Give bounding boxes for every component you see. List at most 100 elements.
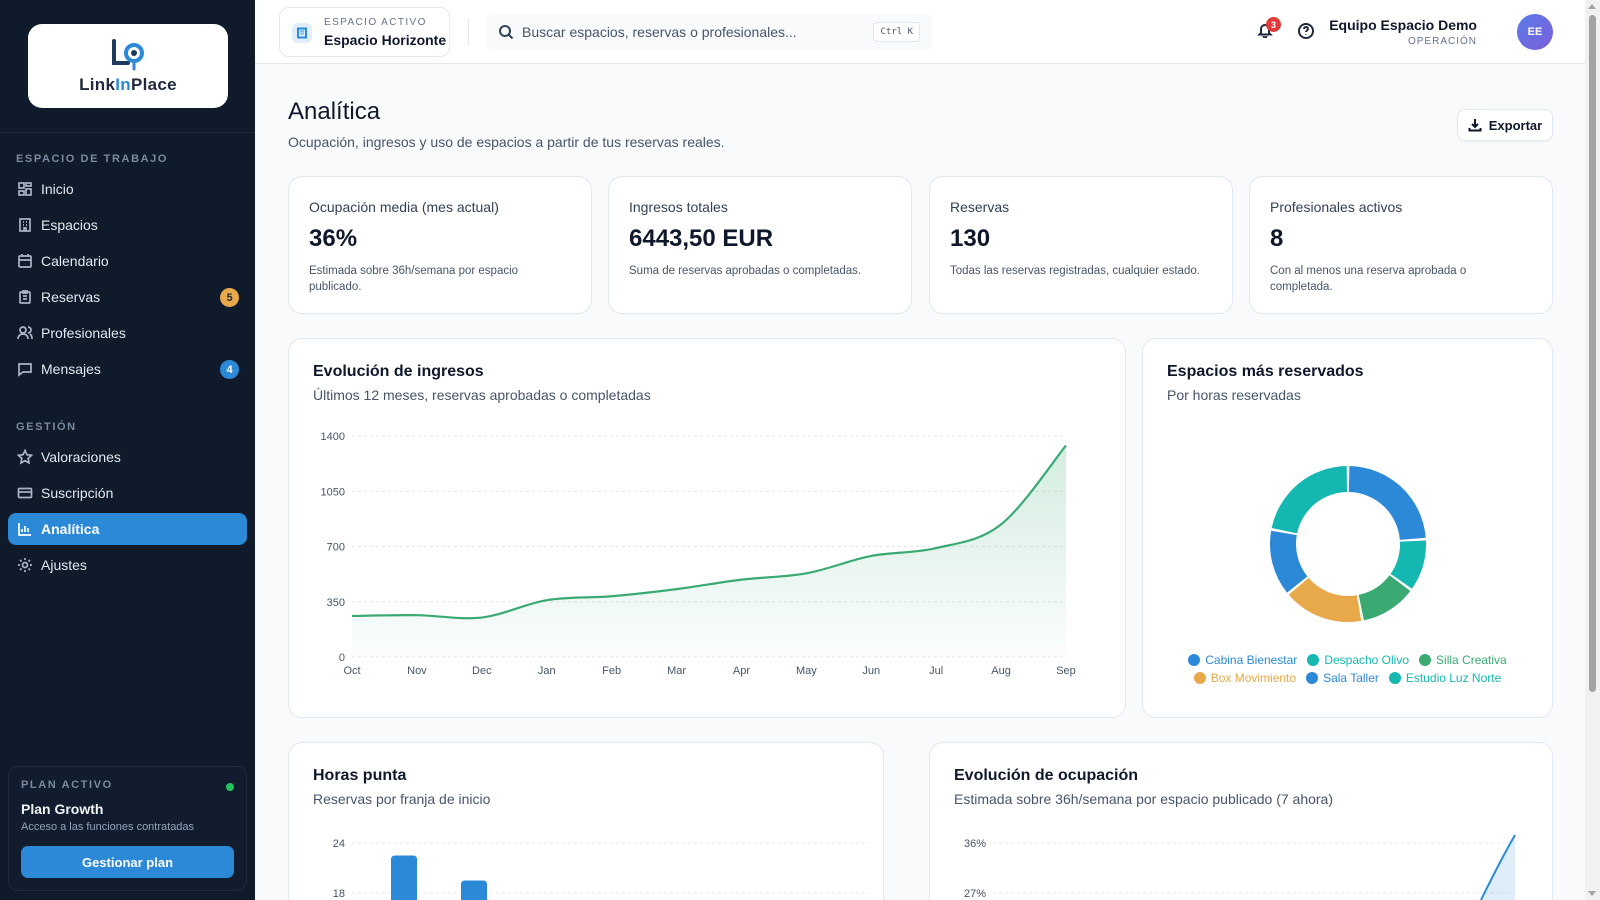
stat-description: Con al menos una reserva aprobada o comp… xyxy=(1270,265,1467,293)
donut-slice xyxy=(1390,540,1426,589)
donut-slice xyxy=(1270,530,1308,593)
legend-row: Box Movimiento Sala Taller Estudio Luz Nor… xyxy=(1143,669,1552,687)
card-subtitle: Reservas por franja de inicio xyxy=(313,791,491,807)
search-input[interactable] xyxy=(522,13,852,51)
card-title: Espacios más reservados xyxy=(1167,363,1364,380)
legend-label: Despacho Olivo xyxy=(1324,653,1410,667)
sidebar-item-label: Profesionales xyxy=(41,325,126,341)
stat-card-occupancy: Ocupación media (mes actual) 36% Estimad… xyxy=(288,176,592,314)
sidebar-divider xyxy=(0,132,255,133)
sidebar-item-espacios[interactable]: Espacios xyxy=(8,209,247,241)
stat-label: Ingresos totales xyxy=(629,199,728,215)
topbar: ESPACIO ACTIVO Espacio Horizonte Ctrl K … xyxy=(255,0,1585,64)
legend-swatch xyxy=(1388,672,1401,684)
legend-swatch xyxy=(1307,654,1320,666)
donut-slice xyxy=(1348,466,1426,540)
stat-card-revenue: Ingresos totales 6443,50 EUR Suma de res… xyxy=(608,176,912,314)
manage-plan-button[interactable]: Gestionar plan xyxy=(21,846,234,878)
sidebar-item-mensajes[interactable]: Mensajes 4 xyxy=(8,353,247,385)
export-button-label: Exportar xyxy=(1488,117,1543,133)
x-tick-label: Dec xyxy=(472,665,492,677)
card-title: Horas punta xyxy=(313,767,407,784)
legend-item[interactable]: Cabina Bienestar xyxy=(1188,651,1297,669)
stat-label: Profesionales activos xyxy=(1270,199,1403,215)
y-tick-label: 18 xyxy=(333,888,345,900)
legend-item[interactable]: Sala Taller xyxy=(1306,669,1379,687)
y-tick-label: 1050 xyxy=(321,486,345,498)
help-button[interactable] xyxy=(1297,22,1317,42)
x-tick-label: Mar xyxy=(667,665,686,677)
sidebar-item-calendario[interactable]: Calendario xyxy=(8,245,247,277)
scroll-down-arrow[interactable] xyxy=(1588,891,1596,896)
sidebar-item-ajustes[interactable]: Ajustes xyxy=(8,549,247,581)
user-name[interactable]: Equipo Espacio Demo xyxy=(1329,17,1477,33)
avatar[interactable]: EE xyxy=(1517,14,1553,50)
sidebar-item-valoraciones[interactable]: Valoraciones xyxy=(8,441,247,473)
download-icon xyxy=(1468,119,1482,132)
plan-status-dot xyxy=(226,783,234,791)
credit-card-icon xyxy=(17,487,33,499)
page-scrollbar[interactable] xyxy=(1585,0,1600,900)
sidebar-item-label: Espacios xyxy=(41,217,98,233)
card-subtitle: Últimos 12 meses, reservas aprobadas o c… xyxy=(313,387,651,403)
users-icon xyxy=(17,326,33,340)
sidebar-section-workspace: ESPACIO DE TRABAJO xyxy=(16,153,169,165)
notifications-button[interactable]: 3 xyxy=(1257,17,1281,42)
reservas-count-badge: 5 xyxy=(220,288,239,307)
revenue-area-chart: 0 350 700 1050 1400 Oct Nov Dec Jan Feb Mar Apr May J… xyxy=(321,431,1076,677)
active-space-name: Espacio Horizonte xyxy=(324,32,447,48)
legend-swatch xyxy=(1306,672,1319,684)
occupancy-chart-card: Evolución de ocupación Estimada sobre 36… xyxy=(929,742,1553,900)
plan-name: Plan Growth xyxy=(21,801,104,817)
legend-item[interactable]: Silla Creativa xyxy=(1419,651,1507,669)
help-icon xyxy=(1298,23,1314,39)
legend-label: Cabina Bienestar xyxy=(1205,653,1298,667)
logo-text: LinkInPlace xyxy=(79,75,177,94)
sidebar-item-analitica[interactable]: Analítica xyxy=(8,513,247,545)
legend-swatch xyxy=(1188,654,1201,666)
x-tick-label: Oct xyxy=(343,665,360,677)
x-tick-label: Jan xyxy=(538,665,556,677)
occupancy-area-fill xyxy=(1483,835,1515,900)
stat-description: Todas las reservas registradas, cualquie… xyxy=(950,265,1200,277)
legend-item[interactable]: Estudio Luz Norte xyxy=(1388,669,1502,687)
revenue-chart-card: Evolución de ingresos Últimos 12 meses, … xyxy=(288,338,1126,718)
building-icon xyxy=(19,218,31,232)
scroll-up-arrow[interactable] xyxy=(1588,4,1596,9)
legend-row: Cabina Bienestar Despacho Olivo Silla Crea… xyxy=(1143,651,1552,669)
card-title: Evolución de ingresos xyxy=(313,363,484,380)
sidebar-item-reservas[interactable]: Reservas 5 xyxy=(8,281,247,313)
spaces-chart-card: Espacios más reservados Por horas reserv… xyxy=(1142,338,1553,718)
sidebar-item-suscripcion[interactable]: Suscripción xyxy=(8,477,247,509)
y-tick-label: 27% xyxy=(964,888,986,900)
stat-value: 8 xyxy=(1270,225,1284,252)
legend-label: Box Movimiento xyxy=(1210,671,1297,685)
sidebar-item-profesionales[interactable]: Profesionales xyxy=(8,317,247,349)
star-icon xyxy=(17,449,33,465)
card-subtitle: Estimada sobre 36h/semana por espacio pu… xyxy=(954,791,1334,807)
stat-card-bookings: Reservas 130 Todas las reservas registra… xyxy=(929,176,1233,314)
plan-description: Acceso a las funciones contratadas xyxy=(21,821,195,833)
card-subtitle: Por horas reservadas xyxy=(1167,387,1301,403)
x-tick-label: Apr xyxy=(733,665,750,677)
export-button[interactable]: Exportar xyxy=(1457,109,1553,141)
legend-label: Sala Taller xyxy=(1323,671,1379,685)
brand-logo[interactable]: LinkInPlace xyxy=(28,24,228,108)
sidebar-section-management: GESTIÓN xyxy=(16,421,77,433)
sidebar-item-inicio[interactable]: Inicio xyxy=(8,173,247,205)
x-tick-label: Nov xyxy=(407,665,427,677)
sidebar-item-label: Suscripción xyxy=(41,485,114,501)
scroll-thumb[interactable] xyxy=(1589,15,1596,692)
y-tick-label: 0 xyxy=(339,652,345,664)
active-space-label: ESPACIO ACTIVO xyxy=(324,17,427,28)
legend-item[interactable]: Despacho Olivo xyxy=(1307,651,1409,669)
peak-bar xyxy=(391,855,417,900)
active-space-selector[interactable]: ESPACIO ACTIVO Espacio Horizonte xyxy=(279,7,450,57)
x-tick-label: Feb xyxy=(602,665,621,677)
sidebar-item-label: Ajustes xyxy=(41,557,87,573)
stat-card-professionals: Profesionales activos 8 Con al menos una… xyxy=(1249,176,1553,314)
sidebar-item-label: Inicio xyxy=(41,181,74,197)
legend-item[interactable]: Box Movimiento xyxy=(1193,669,1297,687)
message-icon xyxy=(18,363,32,377)
legend-label: Estudio Luz Norte xyxy=(1405,671,1502,685)
